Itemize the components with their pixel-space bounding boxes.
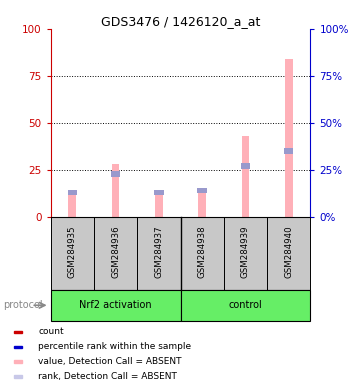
Text: value, Detection Call = ABSENT: value, Detection Call = ABSENT	[38, 357, 182, 366]
FancyBboxPatch shape	[180, 290, 310, 321]
Bar	[242, 136, 249, 217]
FancyBboxPatch shape	[94, 217, 137, 290]
Text: GSM284937: GSM284937	[155, 226, 163, 278]
Bar	[112, 164, 119, 217]
Text: Nrf2 activation: Nrf2 activation	[79, 300, 152, 310]
Bar	[14, 361, 22, 363]
Text: GSM284938: GSM284938	[198, 226, 206, 278]
Bar	[14, 376, 22, 378]
Text: GSM284936: GSM284936	[111, 226, 120, 278]
Text: GSM284939: GSM284939	[241, 226, 250, 278]
Text: rank, Detection Call = ABSENT: rank, Detection Call = ABSENT	[38, 372, 177, 381]
Text: control: control	[229, 300, 262, 310]
Bar	[198, 192, 206, 217]
FancyBboxPatch shape	[51, 290, 180, 321]
Text: percentile rank within the sample: percentile rank within the sample	[38, 342, 192, 351]
Bar	[154, 190, 164, 195]
Bar	[284, 148, 293, 154]
Bar	[14, 346, 22, 348]
Bar	[197, 188, 207, 194]
Bar	[241, 163, 250, 169]
Bar	[68, 194, 76, 217]
FancyBboxPatch shape	[137, 217, 180, 290]
FancyBboxPatch shape	[224, 217, 267, 290]
Text: protocol: protocol	[4, 300, 43, 310]
Text: GSM284935: GSM284935	[68, 226, 77, 278]
FancyBboxPatch shape	[180, 217, 224, 290]
FancyBboxPatch shape	[267, 217, 310, 290]
FancyBboxPatch shape	[51, 217, 94, 290]
Text: count: count	[38, 328, 64, 336]
Text: GSM284940: GSM284940	[284, 226, 293, 278]
Bar	[14, 331, 22, 333]
Bar	[155, 194, 163, 217]
Bar	[68, 190, 77, 195]
Bar	[285, 59, 293, 217]
Bar	[111, 171, 120, 177]
Title: GDS3476 / 1426120_a_at: GDS3476 / 1426120_a_at	[101, 15, 260, 28]
